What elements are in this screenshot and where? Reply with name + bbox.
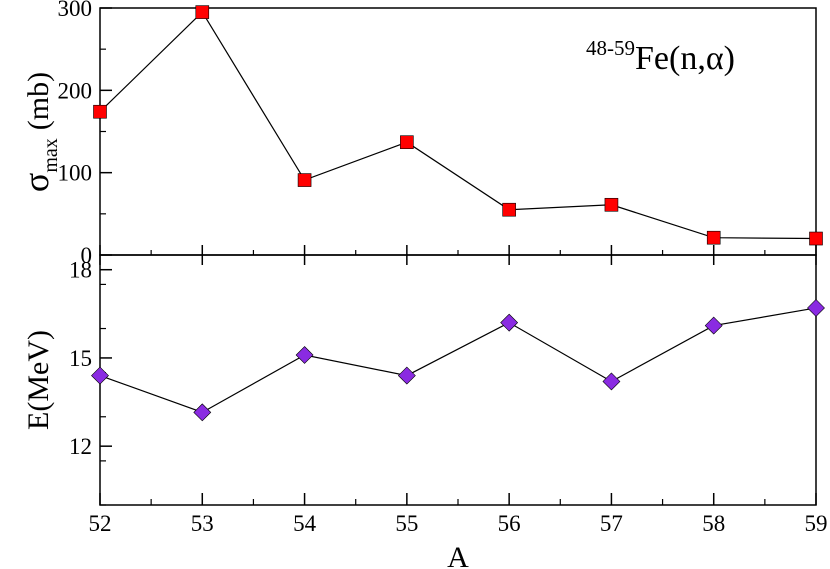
annotation-text: Fe(n,α)	[635, 40, 735, 77]
data-point-diamond	[397, 366, 416, 385]
y-tick-label: 12	[69, 434, 92, 459]
data-point-square	[297, 173, 312, 187]
top-ylabel: σmax (mb)	[16, 72, 62, 192]
bottom-series	[91, 299, 825, 422]
x-tick-label: 56	[498, 511, 521, 536]
x-axis-title: A	[447, 541, 469, 569]
data-point-diamond	[602, 372, 621, 391]
data-point-diamond	[91, 366, 109, 385]
x-tick-label: 54	[293, 511, 317, 536]
top-series	[93, 5, 823, 246]
x-tick-label: 52	[89, 511, 112, 536]
y-tick-label: 15	[69, 346, 92, 371]
x-tick-label: 57	[600, 511, 623, 536]
data-point-square	[809, 231, 823, 246]
y-tick-label: 100	[58, 161, 93, 186]
annotation-superscript: 48-59	[586, 36, 635, 60]
x-tick-label: 59	[805, 511, 828, 536]
top-ylabel-unit: (mb)	[22, 72, 55, 130]
bottom-panel-frame	[99, 254, 817, 506]
top-ylabel-symbol: σ	[16, 173, 56, 192]
bottom-y-ticks: 12 15 18	[69, 258, 112, 506]
series-line	[99, 307, 817, 414]
x-tick-label: 55	[395, 511, 418, 536]
x-tick-label: 58	[702, 511, 725, 536]
data-point-diamond	[295, 346, 314, 364]
y-tick-label: 0	[81, 243, 93, 268]
data-point-diamond	[807, 299, 825, 317]
panel-annotation: 48-59Fe(n,α)	[586, 36, 735, 77]
top-ylabel-subscript: max	[40, 138, 62, 172]
bottom-ylabel: E(MeV)	[22, 330, 55, 430]
y-tick-label: 18	[69, 258, 92, 283]
data-point-square	[502, 202, 516, 217]
data-point-square	[400, 135, 414, 150]
x-ticks: 52 53 54 55 56 57 58 59	[89, 245, 828, 536]
data-point-square	[195, 5, 210, 19]
data-point-diamond	[193, 403, 212, 422]
top-y-ticks: 0 100 200 300	[58, 0, 112, 268]
x-tick-label: 53	[191, 511, 214, 536]
data-point-square	[604, 197, 619, 212]
y-tick-label: 200	[58, 78, 93, 103]
data-point-square	[706, 230, 721, 245]
y-tick-label: 300	[58, 0, 93, 21]
data-point-diamond	[500, 313, 519, 332]
data-point-diamond	[704, 316, 723, 335]
data-point-square	[93, 104, 107, 119]
series-line	[99, 11, 817, 240]
